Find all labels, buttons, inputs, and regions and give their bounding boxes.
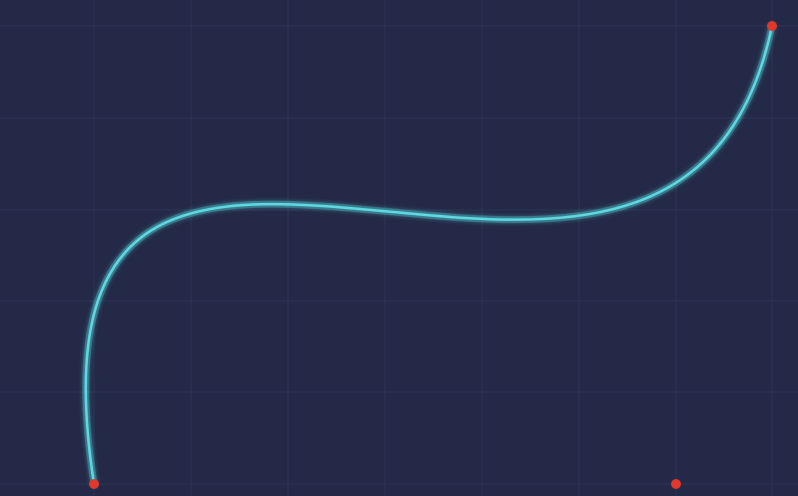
end-point-handle[interactable]	[767, 21, 777, 31]
control-point-2-handle[interactable]	[671, 479, 681, 489]
start-point-handle[interactable]	[89, 479, 99, 489]
bezier-curve-glow	[82, 22, 776, 488]
bezier-curve[interactable]	[84, 24, 774, 486]
